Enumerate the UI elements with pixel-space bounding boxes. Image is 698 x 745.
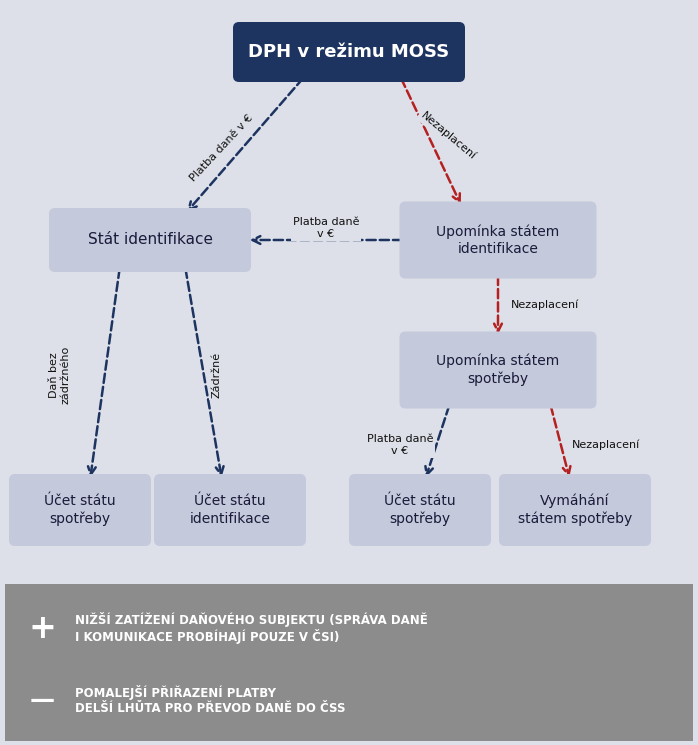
FancyBboxPatch shape (499, 474, 651, 546)
Text: NIŽŠÍ ZATÍŽENÍ DAŇOVÉHO SUBJEKTU (SPRÁVA DANĚ
I KOMUNIKACE PROBÍHAJÍ POUZE V ČSI: NIŽŠÍ ZATÍŽENÍ DAŇOVÉHO SUBJEKTU (SPRÁVA… (75, 612, 428, 644)
Text: Daň bez
zádržného: Daň bez zádržného (49, 346, 70, 404)
FancyBboxPatch shape (399, 332, 597, 408)
FancyBboxPatch shape (349, 474, 491, 546)
Text: Platba daně v €: Platba daně v € (188, 112, 255, 183)
Text: +: + (28, 612, 56, 644)
Text: Nezaplacení: Nezaplacení (511, 299, 579, 310)
Text: Nezaplacení: Nezaplacení (572, 440, 640, 450)
Text: DPH v režimu MOSS: DPH v režimu MOSS (248, 43, 450, 61)
FancyBboxPatch shape (399, 201, 597, 279)
FancyBboxPatch shape (5, 584, 693, 741)
Text: Platba daně
v €: Platba daně v € (366, 434, 433, 456)
Text: Účet státu
identifikace: Účet státu identifikace (190, 495, 270, 526)
FancyBboxPatch shape (233, 22, 465, 82)
FancyBboxPatch shape (9, 474, 151, 546)
Text: Vymáhání
státem spotřeby: Vymáhání státem spotřeby (518, 494, 632, 526)
Text: Upomínka státem
spotřeby: Upomínka státem spotřeby (436, 354, 560, 386)
Text: —: — (29, 688, 54, 712)
Text: Stát identifikace: Stát identifikace (87, 232, 212, 247)
Text: Účet státu
spotřeby: Účet státu spotřeby (44, 494, 116, 526)
Text: POMALEJŠÍ PŘIŘAZENÍ PLATBY
DELŠÍ LHŬTA PRO PŘEVOD DANĚ DO ČSS: POMALEJŠÍ PŘIŘAZENÍ PLATBY DELŠÍ LHŬTA P… (75, 685, 346, 715)
Text: Platba daně
v €: Platba daně v € (292, 218, 359, 239)
Text: Upomínka státem
identifikace: Upomínka státem identifikace (436, 224, 560, 256)
FancyBboxPatch shape (49, 208, 251, 272)
Text: Účet státu
spotřeby: Účet státu spotřeby (384, 494, 456, 526)
Text: Nezaplacení: Nezaplacení (419, 110, 477, 162)
FancyBboxPatch shape (154, 474, 306, 546)
Text: Zádržné: Zádržné (211, 352, 221, 398)
